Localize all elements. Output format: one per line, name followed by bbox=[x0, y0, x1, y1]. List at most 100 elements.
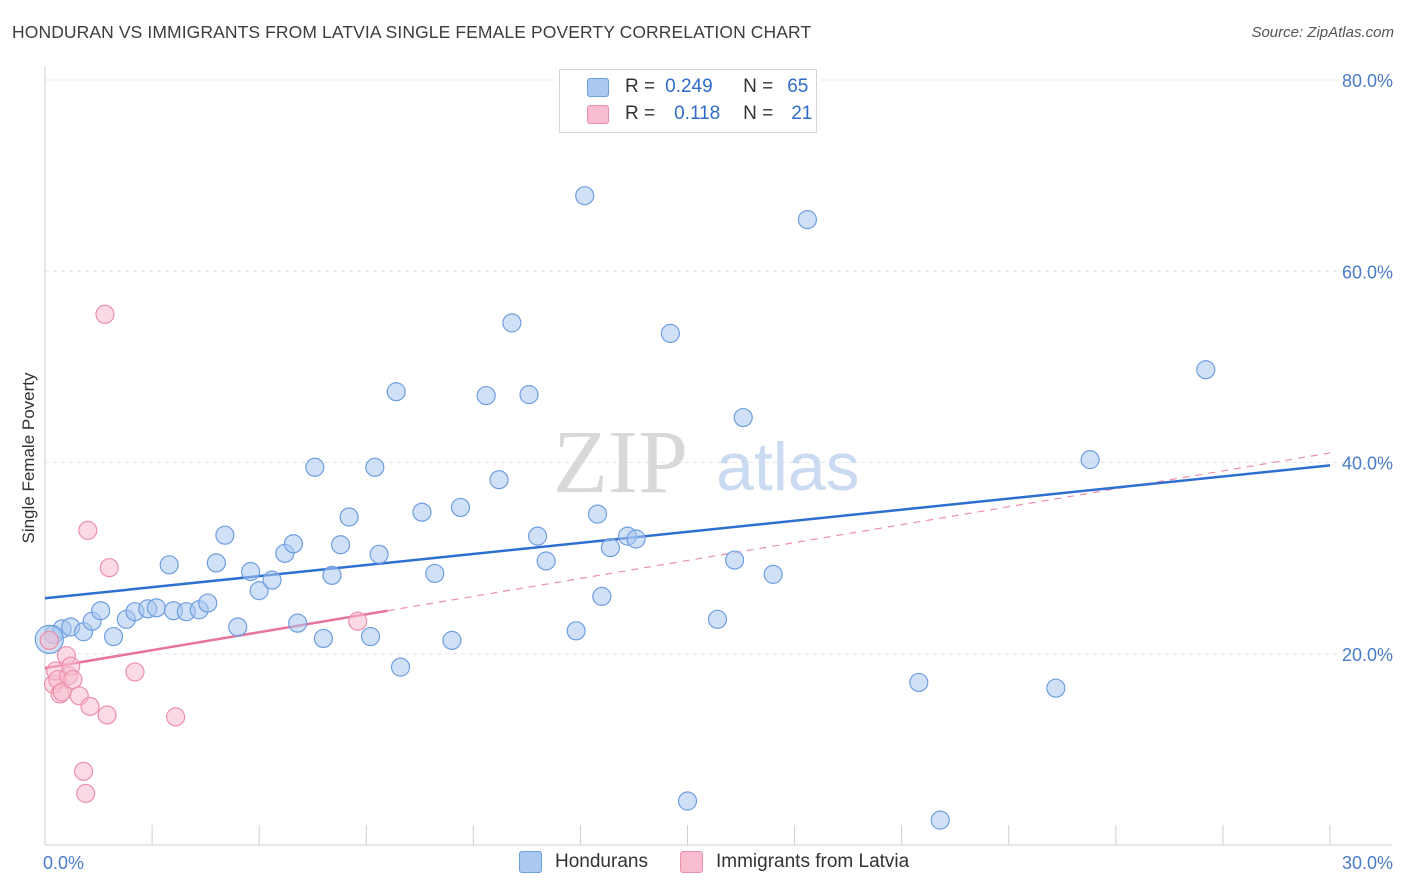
point-hondurans bbox=[103, 626, 124, 647]
point-latvia bbox=[166, 707, 186, 727]
point-hondurans bbox=[330, 535, 351, 555]
point-hondurans bbox=[215, 525, 235, 545]
trend-line-latvia bbox=[44, 609, 388, 670]
point-hondurans bbox=[288, 613, 308, 633]
point-hondurans bbox=[249, 581, 269, 601]
point-hondurans bbox=[707, 609, 728, 629]
x-tick-label: 0.0% bbox=[43, 853, 84, 873]
legend-n-label: N = bbox=[743, 103, 774, 124]
legend-swatch-pink bbox=[587, 104, 609, 124]
point-hondurans bbox=[909, 672, 929, 693]
point-latvia bbox=[63, 669, 83, 690]
point-hondurans bbox=[369, 544, 389, 564]
point-hondurans bbox=[1080, 450, 1100, 470]
point-hondurans bbox=[386, 382, 406, 402]
y-tick-label: 80.0% bbox=[1342, 71, 1393, 91]
bottom-legend-hondurans: Hondurans bbox=[519, 851, 648, 873]
legend-row-latvia: R = 0.118 N = 21 bbox=[587, 102, 812, 126]
point-hondurans bbox=[660, 323, 680, 344]
legend-r-value: 0.249 bbox=[665, 76, 713, 97]
point-hondurans bbox=[519, 385, 539, 405]
point-latvia bbox=[39, 630, 59, 650]
point-hondurans bbox=[146, 598, 166, 618]
axes bbox=[44, 66, 1392, 846]
point-hondurans bbox=[536, 551, 556, 571]
point-hondurans bbox=[626, 529, 646, 549]
point-hondurans bbox=[502, 313, 522, 333]
point-hondurans bbox=[1196, 360, 1216, 380]
bottom-legend-label-latvia: Immigrants from Latvia bbox=[716, 851, 910, 872]
legend-swatch-blue bbox=[587, 77, 609, 97]
point-hondurans bbox=[412, 502, 432, 522]
y-axis-label: Single Female Poverty bbox=[19, 372, 38, 544]
legend-row-hondurans: R = 0.249 N = 65 bbox=[587, 75, 808, 99]
point-hondurans bbox=[677, 791, 698, 811]
point-hondurans bbox=[450, 497, 471, 518]
point-hondurans bbox=[206, 553, 226, 573]
legend: R = 0.249 N = 65 R = 0.118 N = 21 bbox=[559, 69, 817, 133]
grid-lines bbox=[45, 79, 1392, 655]
point-latvia bbox=[76, 783, 96, 803]
legend-r-value: 0.118 bbox=[674, 103, 721, 124]
point-hondurans bbox=[489, 470, 509, 490]
point-hondurans bbox=[930, 810, 950, 830]
point-hondurans bbox=[725, 550, 745, 570]
point-hondurans bbox=[527, 526, 548, 546]
point-hondurans bbox=[339, 507, 359, 527]
point-hondurans bbox=[283, 534, 304, 554]
trend-line-hondurans bbox=[44, 464, 1331, 600]
point-hondurans bbox=[198, 593, 218, 613]
legend-r-label: R = bbox=[625, 103, 656, 124]
point-hondurans bbox=[241, 561, 261, 582]
bottom-swatch-pink bbox=[680, 851, 703, 873]
point-hondurans bbox=[1046, 678, 1066, 698]
point-hondurans bbox=[575, 186, 595, 206]
watermark-zip: ZIP bbox=[553, 413, 688, 512]
trend-lines bbox=[44, 452, 1331, 670]
legend-n-label: N = bbox=[743, 76, 774, 97]
point-hondurans bbox=[360, 626, 381, 647]
bottom-legend-latvia: Immigrants from Latvia bbox=[680, 851, 909, 873]
point-hondurans bbox=[91, 601, 111, 621]
point-hondurans bbox=[587, 504, 608, 524]
point-latvia bbox=[99, 558, 119, 578]
point-latvia bbox=[97, 705, 117, 725]
point-latvia bbox=[348, 611, 368, 631]
point-hondurans bbox=[262, 570, 282, 590]
chart-title: HONDURAN VS IMMIGRANTS FROM LATVIA SINGL… bbox=[12, 22, 812, 42]
x-tick-label: 30.0% bbox=[1342, 853, 1393, 873]
point-hondurans bbox=[390, 657, 411, 677]
legend-r-label: R = bbox=[625, 76, 656, 97]
bottom-swatch-blue bbox=[519, 851, 542, 873]
point-hondurans bbox=[425, 563, 445, 584]
point-hondurans bbox=[228, 617, 248, 637]
point-latvia bbox=[78, 520, 98, 540]
point-latvia bbox=[125, 662, 145, 682]
point-hondurans bbox=[365, 457, 385, 477]
source-label: Source: ZipAtlas.com bbox=[1251, 24, 1394, 41]
y-tick-label: 60.0% bbox=[1342, 262, 1393, 282]
point-latvia bbox=[80, 696, 100, 716]
point-hondurans bbox=[159, 555, 179, 575]
y-tick-label: 20.0% bbox=[1342, 645, 1393, 665]
point-hondurans bbox=[592, 586, 612, 606]
point-hondurans bbox=[476, 385, 496, 406]
point-hondurans bbox=[313, 628, 334, 649]
bottom-legend-label-hondurans: Hondurans bbox=[555, 851, 648, 872]
legend-n-value: 65 bbox=[787, 76, 809, 97]
legend-n-value: 21 bbox=[791, 103, 813, 124]
y-tick-label: 40.0% bbox=[1342, 454, 1393, 474]
point-hondurans bbox=[442, 630, 462, 650]
point-hondurans bbox=[566, 621, 586, 641]
point-hondurans bbox=[733, 407, 753, 428]
data-points bbox=[34, 186, 1216, 830]
point-latvia bbox=[73, 761, 94, 781]
point-hondurans bbox=[797, 210, 818, 230]
point-hondurans bbox=[600, 538, 621, 558]
point-hondurans bbox=[322, 565, 342, 585]
bottom-legend: Hondurans Immigrants from Latvia bbox=[0, 851, 1406, 877]
watermark-atlas: atlas bbox=[716, 429, 860, 505]
point-latvia bbox=[95, 304, 115, 324]
watermark: ZIP atlas bbox=[553, 413, 860, 512]
tick-labels: 20.0% 40.0% 60.0% 80.0% 0.0% 30.0% bbox=[43, 71, 1393, 873]
